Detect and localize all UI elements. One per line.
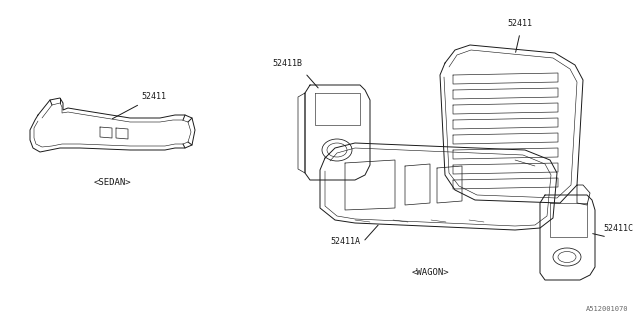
Text: <WAGON>: <WAGON> (411, 268, 449, 277)
Text: A512001070: A512001070 (586, 306, 628, 312)
Text: 52411: 52411 (507, 19, 532, 28)
Text: 52411C: 52411C (603, 224, 633, 233)
Text: 52411A: 52411A (330, 237, 360, 246)
Text: 52411B: 52411B (272, 59, 302, 68)
Text: 52411: 52411 (141, 92, 166, 101)
Text: <SEDAN>: <SEDAN> (93, 178, 131, 187)
